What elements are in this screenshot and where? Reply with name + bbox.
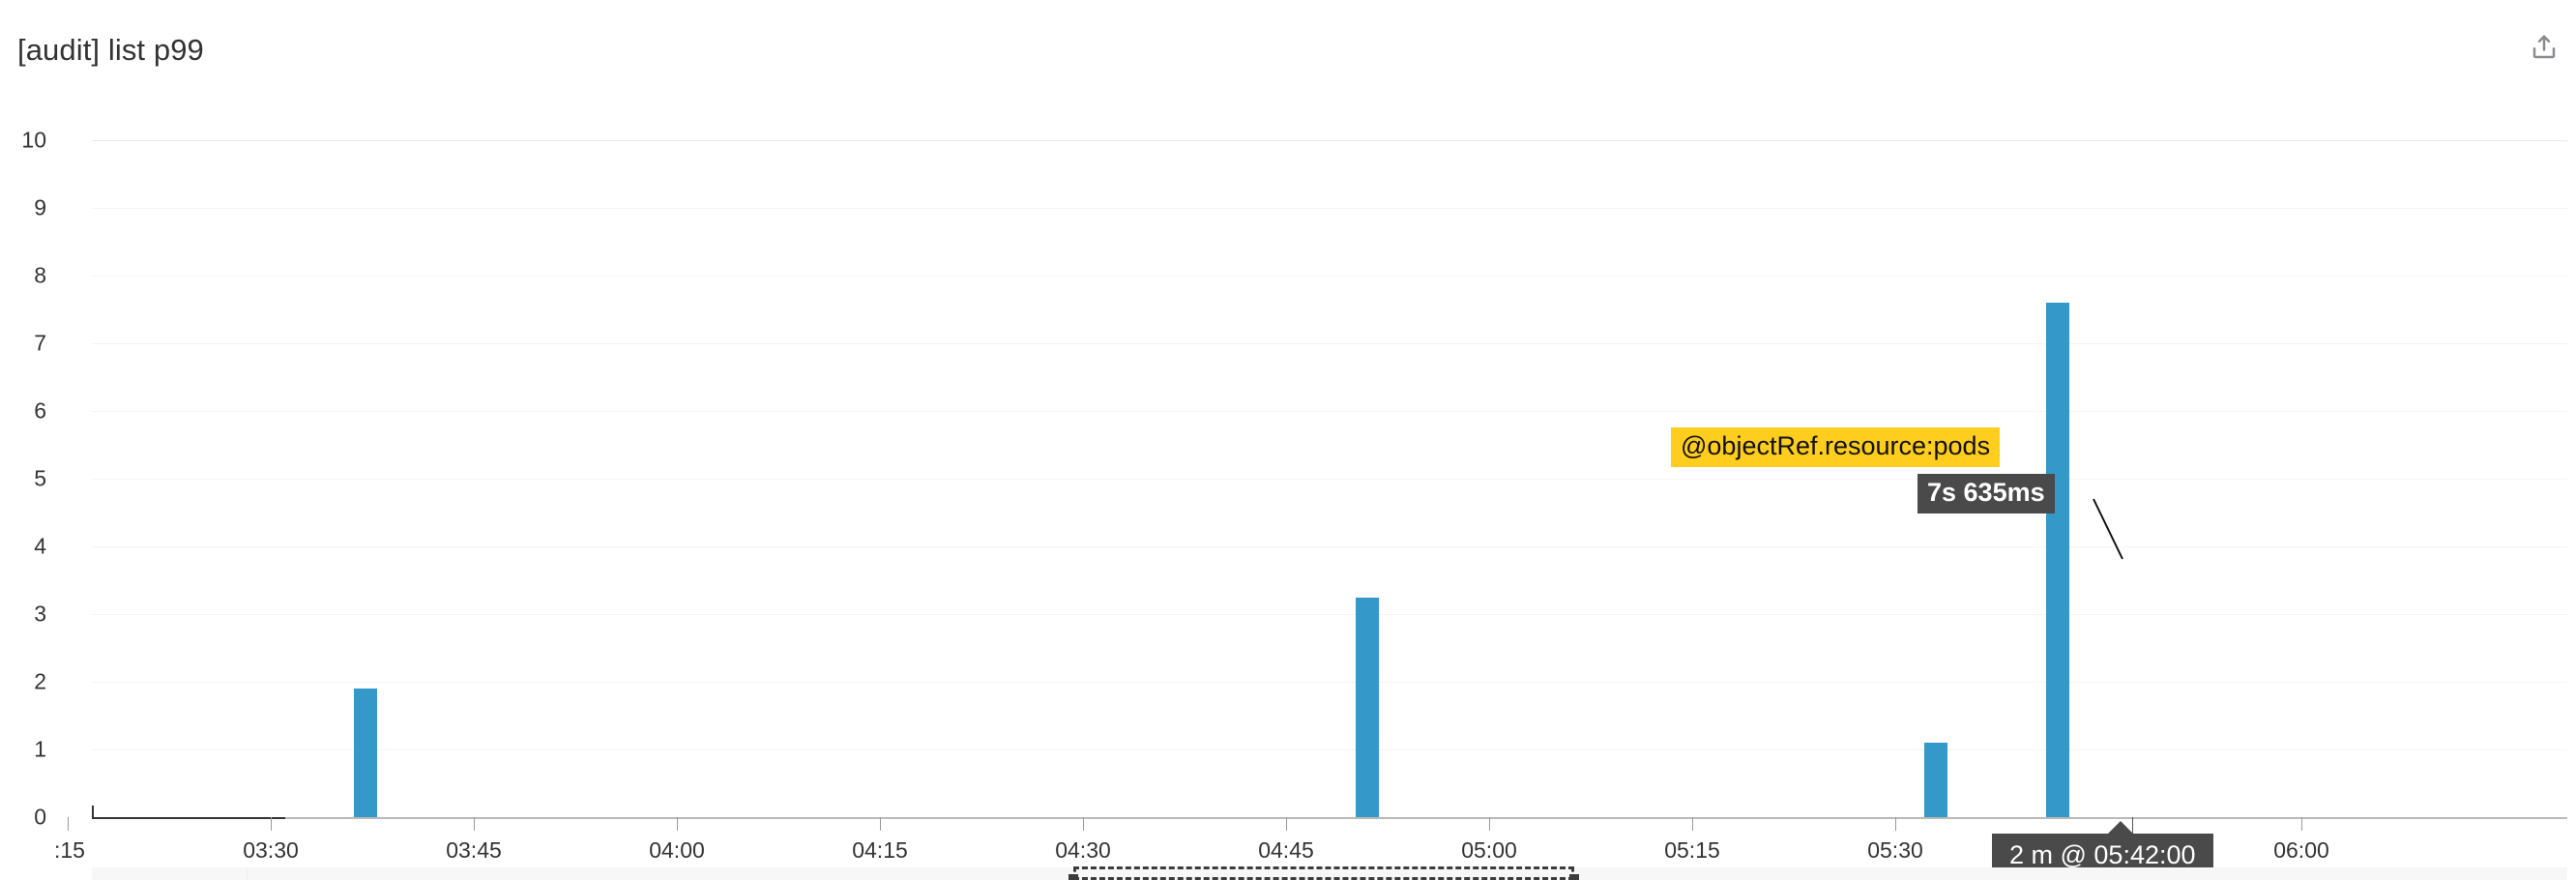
- x-axis-tick: [2301, 817, 2302, 831]
- tooltip-arrow: [2107, 821, 2134, 835]
- y-axis-tick-label: 7: [34, 330, 46, 356]
- y-axis-tick-label: 2: [34, 668, 46, 694]
- x-axis-tick-label: 05:30: [1867, 837, 1923, 863]
- annotation-leader-line: [2093, 498, 2123, 560]
- y-axis-tick-label: 0: [34, 804, 46, 830]
- x-axis-tick: [677, 817, 678, 831]
- y-axis-tick-label: 5: [34, 465, 46, 491]
- x-axis-tick: [1895, 817, 1896, 831]
- gridline: [92, 140, 2567, 141]
- gridline: [92, 546, 2567, 547]
- page-title: [audit] list p99: [17, 33, 204, 67]
- x-axis-tick-label: 03:30: [243, 837, 299, 863]
- x-axis-tick: [1489, 817, 1490, 831]
- gridline: [92, 276, 2567, 277]
- brush-handle-right[interactable]: [1569, 874, 1579, 880]
- chart-header: [audit] list p99: [0, 0, 2576, 75]
- x-axis-tick-label: 05:00: [1461, 837, 1517, 863]
- share-export-icon: [2530, 33, 2559, 62]
- x-axis-tick-label: 06:00: [2273, 837, 2329, 863]
- x-axis-tick: [1692, 817, 1693, 831]
- x-axis-tick: [68, 817, 69, 831]
- x-axis-line: [92, 817, 2567, 819]
- x-axis-line-left: [92, 817, 285, 819]
- x-axis-tick-label: 04:15: [852, 837, 908, 863]
- x-axis-tick: [474, 817, 475, 831]
- x-axis-tick-label: 05:15: [1664, 837, 1720, 863]
- x-axis-tick-label: 04:30: [1055, 837, 1111, 863]
- x-axis-tick-label: 04:45: [1258, 837, 1314, 863]
- y-axis-tick-label: 9: [34, 194, 46, 220]
- y-axis-tick-label: 1: [34, 736, 46, 762]
- gridline: [92, 479, 2567, 480]
- annotation-tag: @objectRef.resource:pods: [1671, 427, 2001, 467]
- x-axis-tick: [880, 817, 881, 831]
- gridline: [92, 411, 2567, 412]
- x-axis-tick-label: 04:00: [649, 837, 705, 863]
- bar[interactable]: [2046, 303, 2069, 817]
- y-axis-tick-label: 8: [34, 262, 46, 288]
- minimap-divider: [247, 867, 248, 880]
- x-axis-left-cap: [92, 806, 94, 819]
- x-axis-tick-label: 03:45: [446, 837, 502, 863]
- range-brush-selection[interactable]: [1068, 866, 1579, 880]
- x-axis-tick: [271, 817, 272, 831]
- annotation-value: 7s 635ms: [1917, 474, 2055, 513]
- x-axis-tick-label: :15: [54, 837, 85, 863]
- y-axis-tick-label: 3: [34, 601, 46, 627]
- x-axis-tick: [1083, 817, 1084, 831]
- gridline: [92, 614, 2567, 615]
- bar[interactable]: [1356, 597, 1379, 817]
- gridline: [92, 208, 2567, 209]
- gridline: [92, 749, 2567, 750]
- gridline: [92, 343, 2567, 344]
- x-axis-tick: [1286, 817, 1287, 831]
- range-minimap[interactable]: [92, 867, 2567, 880]
- gridline: [92, 682, 2567, 683]
- brush-handle-left[interactable]: [1068, 874, 1078, 880]
- bar[interactable]: [354, 689, 377, 817]
- y-axis-tick-label: 6: [34, 397, 46, 424]
- y-axis-tick-label: 10: [21, 127, 46, 153]
- bar[interactable]: [1924, 743, 1947, 817]
- y-axis-tick-label: 4: [34, 533, 46, 559]
- share-button[interactable]: [2528, 31, 2561, 64]
